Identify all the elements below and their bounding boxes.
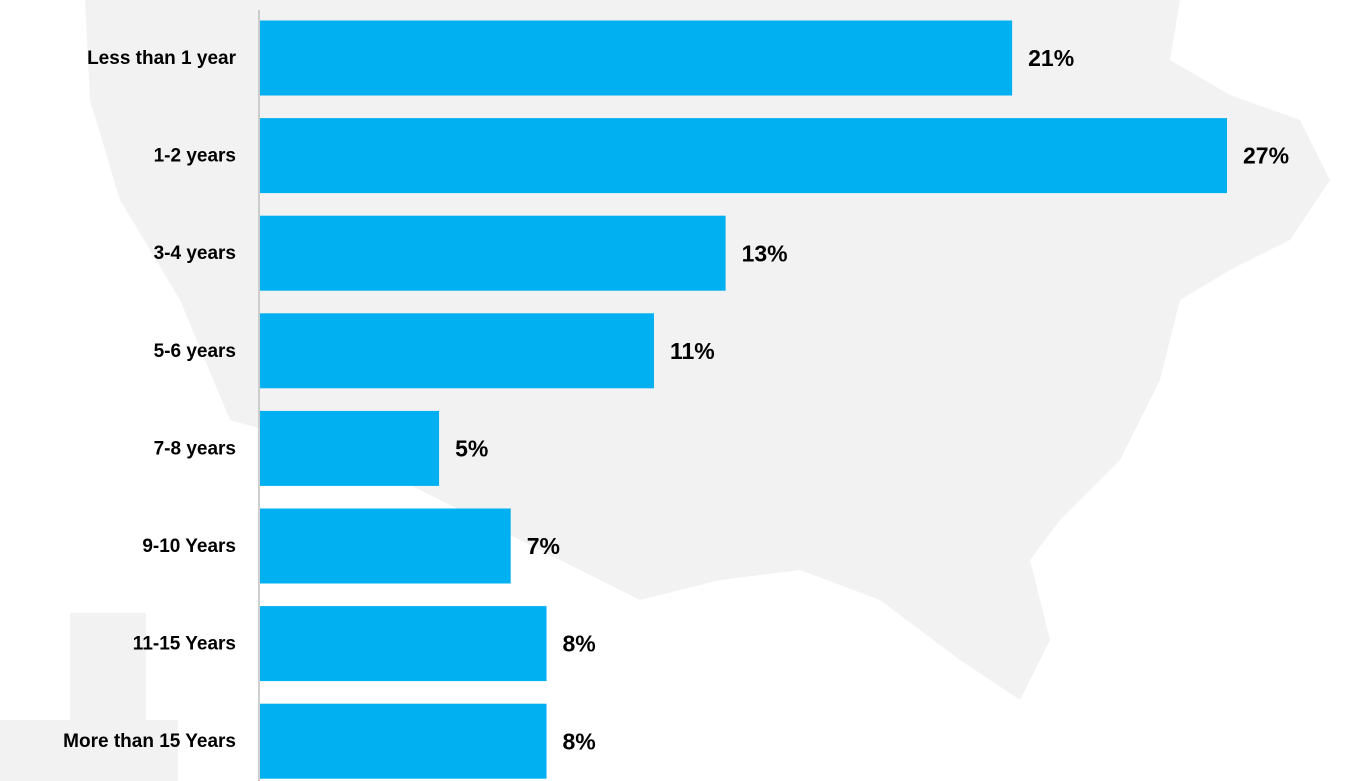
bar <box>260 703 547 779</box>
value-label: 27% <box>1243 143 1289 169</box>
category-label: 9-10 Years <box>142 536 236 557</box>
category-label: 7-8 years <box>154 438 236 459</box>
bar <box>260 20 1013 96</box>
category-label: 1-2 years <box>154 146 236 167</box>
value-label: 7% <box>527 533 560 559</box>
bar <box>260 313 654 389</box>
category-label: 5-6 years <box>154 341 236 362</box>
bar <box>260 118 1227 194</box>
value-label: 5% <box>455 435 488 461</box>
bar <box>260 508 511 584</box>
category-label: 3-4 years <box>154 243 236 264</box>
category-label: Less than 1 year <box>87 48 237 69</box>
bar <box>260 410 440 486</box>
value-label: 21% <box>1028 45 1074 71</box>
category-label: More than 15 Years <box>63 731 236 752</box>
value-label: 11% <box>670 338 715 364</box>
value-label: 13% <box>742 240 788 266</box>
value-label: 8% <box>563 728 596 754</box>
bar <box>260 215 726 291</box>
category-label: 11-15 Years <box>133 634 236 655</box>
bar <box>260 606 547 682</box>
value-label: 8% <box>563 631 596 657</box>
